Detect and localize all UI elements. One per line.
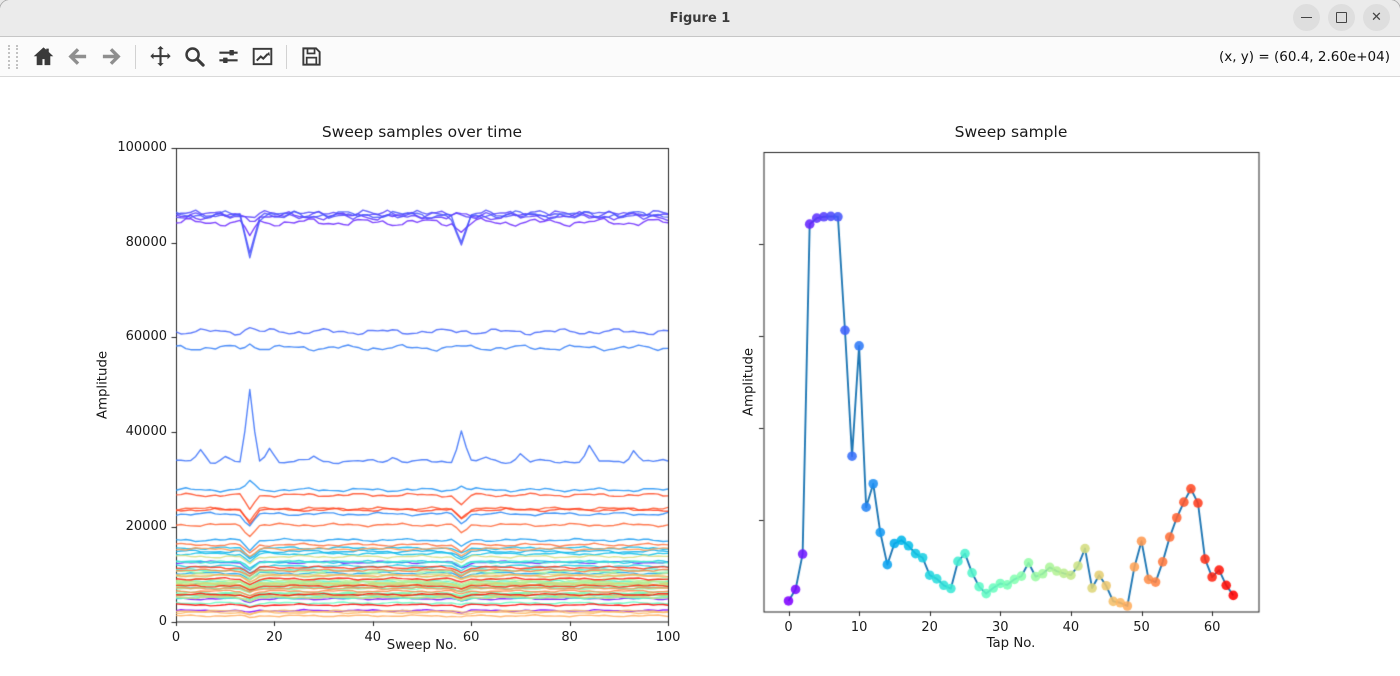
- left-y-tick-label: 20000: [125, 518, 167, 534]
- right-x-tick-label: 60: [1203, 620, 1221, 635]
- right-x-tick-label: 50: [1133, 620, 1150, 635]
- maximize-icon: [1336, 12, 1347, 23]
- toolbar-drag-handle[interactable]: [8, 44, 18, 69]
- titlebar: Figure 1 ✕: [0, 0, 1400, 37]
- left-y-tick-label: 0: [158, 613, 167, 629]
- left-x-tick-label: 100: [655, 630, 681, 645]
- subplot-sliders-icon: [218, 49, 238, 64]
- back-button[interactable]: [62, 42, 92, 72]
- figure-canvas-area: Sweep samples over time Sweep sample Swe…: [0, 77, 1400, 676]
- subplots-button[interactable]: [213, 42, 243, 72]
- toolbar-separator: [135, 44, 136, 69]
- close-icon: ✕: [1371, 10, 1382, 25]
- left-y-tick-label: 100000: [117, 140, 167, 155]
- toolbar-separator: [286, 44, 287, 69]
- right-plot-xlabel: Tap No.: [986, 636, 1036, 651]
- right-x-tick-label: 40: [1062, 620, 1080, 635]
- right-x-tick-label: 0: [784, 620, 793, 635]
- left-y-tick-label: 80000: [125, 234, 167, 250]
- left-x-tick-label: 60: [462, 630, 480, 645]
- left-plot-title: Sweep samples over time: [321, 123, 523, 141]
- right-plot-ylabel: Amplitude: [741, 347, 757, 417]
- forward-arrow-icon: [102, 48, 121, 65]
- left-x-tick-label: 20: [266, 630, 283, 645]
- home-button[interactable]: [28, 42, 58, 72]
- zoom-magnifier-icon: [184, 47, 205, 67]
- pan-icon: [149, 45, 171, 67]
- right-x-tick-label: 10: [850, 620, 868, 635]
- right-x-tick-label: 30: [992, 620, 1009, 635]
- minimize-button[interactable]: [1293, 4, 1320, 31]
- coordinate-readout: (x, y) = (60.4, 2.60e+04): [1218, 48, 1390, 65]
- axes-edit-button[interactable]: [247, 42, 277, 72]
- left-x-tick-label: 0: [171, 630, 181, 645]
- save-floppy-icon: [301, 47, 321, 66]
- minimize-icon: [1301, 17, 1312, 18]
- window-title: Figure 1: [669, 10, 731, 26]
- close-button[interactable]: ✕: [1363, 4, 1390, 31]
- right-plot-title: Sweep sample: [954, 123, 1068, 141]
- left-plot-xlabel: Sweep No.: [386, 638, 458, 653]
- maximize-button[interactable]: [1328, 4, 1355, 31]
- left-x-tick-label: 80: [561, 630, 578, 645]
- zoom-button[interactable]: [179, 42, 209, 72]
- save-button[interactable]: [296, 42, 326, 72]
- left-y-tick-label: 40000: [125, 424, 167, 440]
- left-x-tick-label: 40: [364, 630, 382, 645]
- axes-edit-icon: [252, 47, 272, 66]
- back-arrow-icon: [67, 48, 86, 65]
- plots-canvas[interactable]: [0, 77, 1400, 676]
- forward-button[interactable]: [96, 42, 126, 72]
- right-x-tick-label: 20: [921, 620, 938, 635]
- left-y-tick-label: 60000: [125, 329, 167, 345]
- toolbar: (x, y) = (60.4, 2.60e+04): [0, 37, 1400, 77]
- window-controls: ✕: [1293, 4, 1390, 31]
- pan-button[interactable]: [145, 42, 175, 72]
- home-icon: [33, 47, 53, 66]
